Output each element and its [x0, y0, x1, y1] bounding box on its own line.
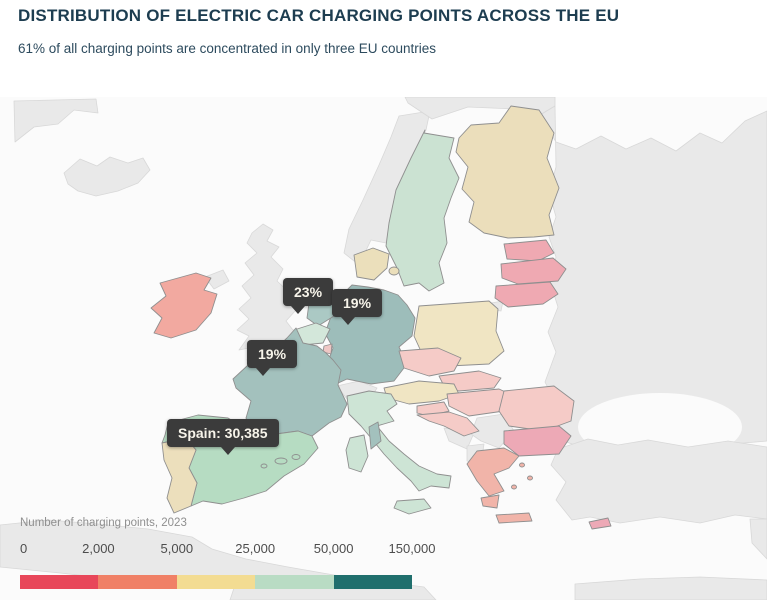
- country-italy[interactable]: [346, 390, 452, 492]
- country-luxembourg[interactable]: [322, 343, 333, 355]
- region-greenland-fragment: [13, 98, 99, 143]
- country-ireland[interactable]: [150, 272, 218, 339]
- legend-swatch-2000-5000: [98, 575, 177, 589]
- country-croatia[interactable]: [416, 411, 480, 437]
- country-sweden[interactable]: [385, 129, 460, 292]
- tooltip-spain: Spain: 30,385: [167, 419, 279, 455]
- legend-swatch-0-2000: [20, 575, 99, 589]
- legend-tick: 0: [20, 541, 28, 556]
- country-italy-sardinia[interactable]: [345, 434, 369, 473]
- tooltip-spain-label: Spain: 30,385: [178, 425, 268, 441]
- country-france-corsica[interactable]: [368, 421, 382, 450]
- region-iceland: [63, 156, 151, 197]
- country-estonia[interactable]: [503, 239, 555, 262]
- country-czechia[interactable]: [398, 347, 462, 377]
- map-legend: Number of charging points, 2023 0 2,000 …: [20, 517, 436, 589]
- country-finland[interactable]: [455, 105, 560, 239]
- region-northern-ireland: [204, 269, 230, 290]
- region-black-sea: [578, 393, 742, 461]
- legend-tick: 25,000: [235, 541, 276, 556]
- legend-swatch-5000-25000: [176, 575, 256, 589]
- country-greece-island[interactable]: [519, 462, 525, 468]
- region-turkey: [550, 438, 767, 524]
- country-greece-peloponnese[interactable]: [480, 494, 500, 509]
- europe-choropleth-map: 23% 19% 19% Spain: 30,385 Number of char…: [0, 97, 767, 600]
- country-greece-island[interactable]: [511, 484, 517, 490]
- country-latvia[interactable]: [500, 257, 567, 285]
- legend-tick: 50,000: [313, 541, 354, 556]
- legend-swatch-50000-150000: [333, 575, 413, 589]
- country-greece-island[interactable]: [527, 475, 533, 481]
- legend-color-scale: [20, 575, 413, 589]
- country-denmark-island[interactable]: [388, 266, 400, 276]
- country-greece-crete[interactable]: [495, 512, 533, 524]
- tooltip-netherlands: 23%: [283, 278, 334, 314]
- country-spain-balearics[interactable]: [260, 463, 268, 469]
- country-spain-balearics[interactable]: [291, 454, 301, 460]
- country-bulgaria[interactable]: [503, 425, 572, 457]
- legend-tick: 150,000: [388, 541, 436, 556]
- legend-tick: 5,000: [160, 541, 194, 556]
- region-middle-east: [749, 518, 767, 560]
- region-north-africa-east: [574, 576, 767, 600]
- country-italy-sicily[interactable]: [393, 498, 432, 515]
- legend-swatch-25000-50000: [255, 575, 334, 589]
- country-greece[interactable]: [466, 447, 520, 497]
- country-romania[interactable]: [498, 385, 575, 432]
- country-spain-balearics[interactable]: [274, 457, 288, 465]
- tooltip-france: 19%: [247, 340, 298, 376]
- country-cyprus[interactable]: [588, 517, 612, 530]
- country-denmark[interactable]: [353, 247, 390, 281]
- legend-tick: 2,000: [82, 541, 115, 556]
- tooltip-france-label: 19%: [258, 346, 287, 362]
- legend-tick-labels: 0 2,000 5,000 25,000 50,000 150,000: [20, 541, 436, 557]
- tooltip-netherlands-label: 23%: [294, 284, 323, 300]
- page-subtitle: 61% of all charging points are concentra…: [18, 41, 436, 57]
- country-lithuania[interactable]: [494, 281, 559, 308]
- page-title: DISTRIBUTION OF ELECTRIC CAR CHARGING PO…: [18, 6, 620, 25]
- legend-title: Number of charging points, 2023: [20, 517, 187, 529]
- header: DISTRIBUTION OF ELECTRIC CAR CHARGING PO…: [18, 6, 758, 56]
- tooltip-germany-label: 19%: [343, 295, 372, 311]
- tooltip-germany: 19%: [332, 289, 383, 325]
